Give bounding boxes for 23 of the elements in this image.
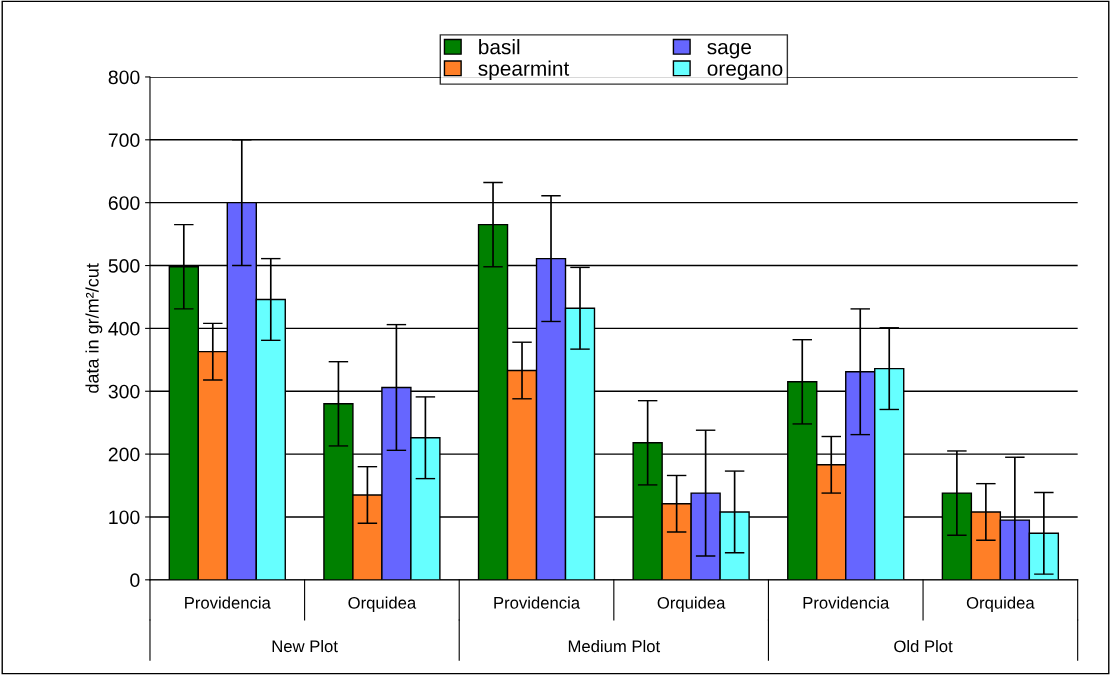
text: Medium Plot [568,639,661,653]
y-tick-label: 700 [108,133,140,148]
x-tick-label: Orquidea [348,596,417,613]
legend-label: basil [479,39,520,55]
y-tick-label: 200 [108,447,140,462]
y-axis-title: data in gr/m²/cut [85,263,103,393]
text: New Plot [272,639,338,653]
x-tick-label: Orquidea [657,596,726,613]
legend-label: sage [707,42,751,59]
legend-label: spearmint [478,60,570,80]
y-tick-label: 100 [109,510,140,525]
y-tick-label: 0 [130,573,140,588]
y-tick-label: 400 [108,321,140,336]
x-tick-label: Providencia [803,596,890,609]
x-tick-label: Providencia [494,596,581,609]
x-tick-label: Orquidea [966,596,1035,613]
text: Old Plot [894,639,953,653]
y-tick-label: 800 [108,70,140,85]
y-tick-label: 300 [108,384,140,399]
legend-label: oregano [707,64,783,80]
y-tick-label: 500 [108,259,140,273]
x-tick-label: Providencia [185,596,271,609]
y-tick-label: 600 [108,196,140,210]
